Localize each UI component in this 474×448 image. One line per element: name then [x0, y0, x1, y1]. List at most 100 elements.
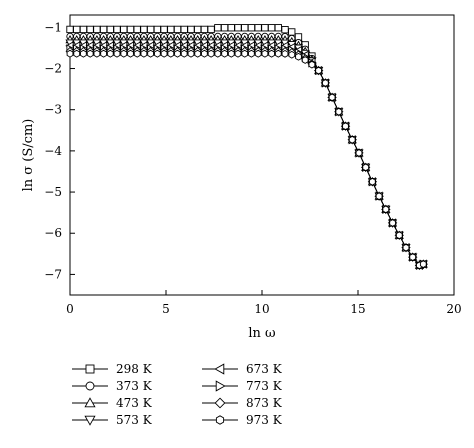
data-point: [274, 49, 282, 58]
y-tick-label: −6: [44, 226, 62, 240]
data-point: [241, 24, 249, 32]
y-tick-label: −5: [44, 185, 62, 199]
data-point: [99, 25, 108, 34]
data-point: [355, 149, 363, 157]
data-point: [375, 192, 383, 201]
data-point: [215, 380, 226, 392]
data-point: [288, 50, 296, 59]
data-point: [85, 364, 95, 374]
data-point: [113, 25, 121, 34]
data-point: [200, 25, 209, 34]
data-point: [140, 49, 148, 58]
data-point: [281, 49, 289, 58]
data-point: [93, 49, 101, 58]
series-line: [70, 50, 424, 266]
series-873-K: [65, 46, 428, 270]
data-point: [220, 24, 229, 32]
x-tick-label: 5: [162, 302, 170, 316]
series-773-K: [66, 44, 429, 270]
data-point: [80, 49, 87, 58]
data-point: [194, 49, 202, 58]
data-point: [288, 28, 296, 36]
legend-item: 573 K: [72, 413, 153, 427]
data-point: [295, 52, 302, 61]
data-point: [267, 24, 276, 32]
data-point: [281, 26, 289, 34]
data-point: [419, 260, 427, 269]
data-point: [227, 49, 235, 58]
series-673-K: [65, 41, 427, 270]
data-point: [402, 243, 410, 252]
data-point: [215, 415, 225, 425]
data-point: [214, 49, 222, 58]
y-axis-title: ln σ (S/cm): [21, 119, 36, 192]
data-point: [214, 363, 225, 375]
data-point: [395, 231, 403, 240]
data-point: [73, 25, 81, 34]
data-point: [335, 107, 343, 116]
data-point: [180, 49, 188, 58]
data-point: [86, 49, 94, 58]
x-tick-label: 20: [446, 302, 461, 316]
y-tick-label: −7: [44, 267, 62, 281]
y-tick-label: −2: [44, 62, 62, 76]
legend-label: 573 K: [116, 413, 153, 427]
x-tick-label: 0: [66, 302, 74, 316]
legend-item: 973 K: [202, 413, 283, 427]
series-473-K: [65, 34, 428, 269]
data-point: [214, 397, 226, 409]
data-point: [187, 49, 195, 58]
data-point: [207, 25, 215, 34]
data-point: [342, 122, 349, 131]
plot-frame: [69, 14, 455, 296]
data-point: [140, 25, 148, 34]
data-point: [234, 49, 242, 58]
data-point: [214, 24, 222, 32]
series-line: [70, 36, 424, 266]
data-point: [268, 49, 275, 58]
data-point: [348, 135, 356, 144]
legend-item: 773 K: [202, 379, 283, 393]
data-point: [120, 49, 128, 58]
data-point: [86, 25, 94, 34]
series-line: [70, 48, 424, 266]
legend-item: 473 K: [72, 396, 153, 410]
series-line: [70, 53, 424, 266]
y-tick-label: −4: [44, 144, 62, 158]
data-point: [93, 25, 101, 34]
data-point: [308, 60, 316, 69]
data-point: [85, 381, 95, 391]
data-point: [207, 49, 215, 58]
data-point: [254, 49, 262, 58]
y-tick-label: −3: [44, 103, 62, 117]
data-point: [126, 25, 135, 34]
legend-item: 673 K: [202, 362, 283, 376]
data-point: [84, 415, 96, 426]
data-point: [133, 49, 141, 58]
series-973-K: [66, 49, 427, 270]
data-point: [254, 24, 262, 32]
series-line: [70, 39, 424, 266]
data-point: [154, 49, 161, 58]
data-point: [127, 49, 134, 58]
data-point: [120, 25, 128, 34]
data-point: [194, 25, 202, 34]
data-point: [241, 49, 249, 58]
data-point: [274, 24, 282, 32]
data-point: [201, 49, 208, 58]
data-point: [362, 163, 370, 172]
data-point: [173, 25, 182, 34]
data-point: [147, 49, 154, 58]
data-point: [167, 49, 175, 58]
data-point: [301, 56, 309, 64]
data-point: [167, 25, 175, 34]
legend-label: 673 K: [246, 362, 283, 376]
x-tick-label: 10: [254, 302, 269, 316]
data-point: [153, 25, 162, 34]
legend-label: 473 K: [116, 396, 153, 410]
data-point: [146, 25, 155, 34]
axis-ticks: 0 5 10 15 20 −1 −2 −3 −4 −5 −6 −7: [44, 20, 461, 316]
series-line: [70, 45, 424, 266]
data-point: [227, 24, 235, 32]
data-point: [160, 25, 168, 34]
